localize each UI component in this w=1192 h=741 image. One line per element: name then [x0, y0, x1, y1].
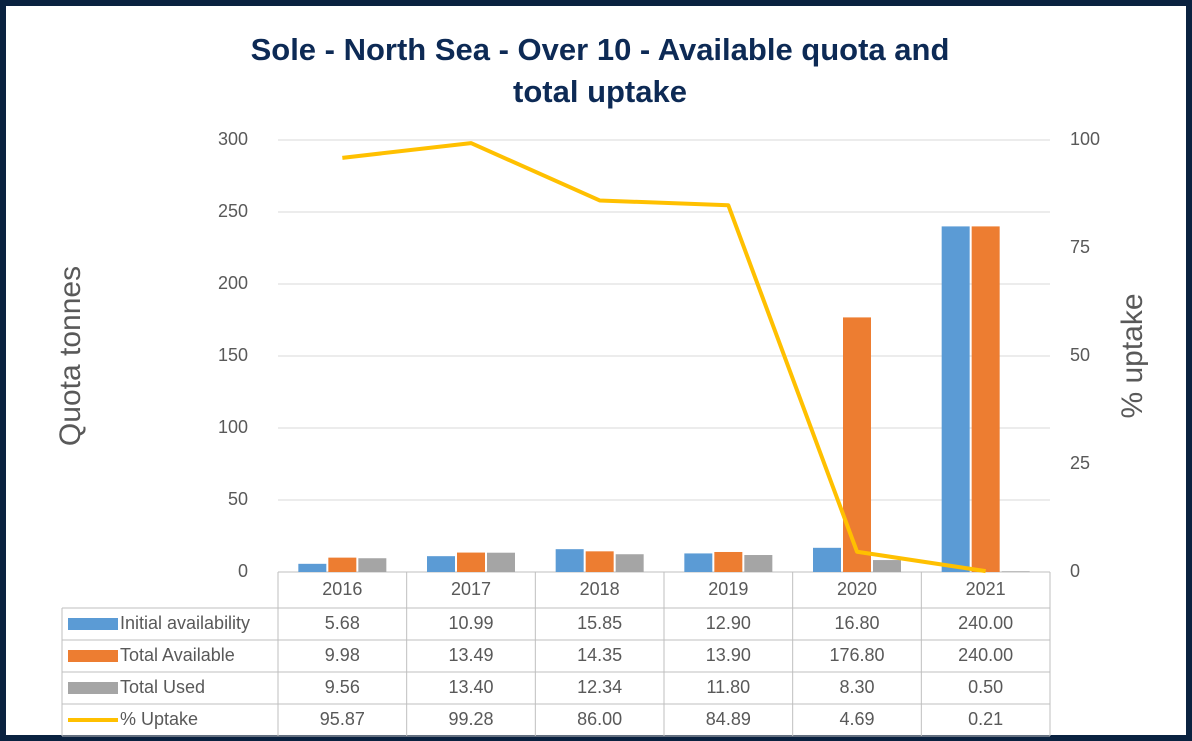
bar: [487, 552, 515, 572]
bar: [328, 557, 357, 572]
x-tick-label: 2018: [580, 579, 620, 599]
table-cell: 0.50: [968, 677, 1003, 697]
bar: [298, 563, 327, 572]
y-tick-label: 50: [228, 489, 248, 509]
table-cell: 10.99: [448, 613, 493, 633]
bar: [1001, 571, 1030, 572]
y-tick-label: 100: [218, 417, 248, 437]
table-cell: 4.69: [839, 709, 874, 729]
y-tick-label: 300: [218, 129, 248, 149]
table-cell: 13.90: [706, 645, 751, 665]
x-tick-label: 2017: [451, 579, 491, 599]
y-tick-label: 200: [218, 273, 248, 293]
y2-tick-label: 0: [1070, 561, 1080, 581]
legend-label: Initial availability: [120, 613, 250, 633]
table-cell: 5.68: [325, 613, 360, 633]
table-cell: 12.90: [706, 613, 751, 633]
table-cell: 15.85: [577, 613, 622, 633]
table-cell: 16.80: [834, 613, 879, 633]
y2-tick-label: 50: [1070, 345, 1090, 365]
y2-tick-label: 100: [1070, 129, 1100, 149]
bar: [358, 558, 387, 572]
table-cell: 13.49: [448, 645, 493, 665]
table-cell: 9.98: [325, 645, 360, 665]
bar: [971, 226, 1000, 572]
table-cell: 240.00: [958, 613, 1013, 633]
bar: [813, 547, 841, 572]
table-cell: 14.35: [577, 645, 622, 665]
table-cell: 176.80: [829, 645, 884, 665]
bar: [714, 551, 743, 572]
table-cell: 11.80: [706, 677, 750, 697]
bar: [457, 552, 485, 572]
y2-tick-label: 25: [1070, 453, 1090, 473]
line: [342, 141, 986, 574]
legend-label: % Uptake: [120, 709, 198, 729]
x-tick-label: 2020: [837, 579, 877, 599]
table-cell: 95.87: [320, 709, 365, 729]
bar: [941, 226, 970, 572]
table-cell: 99.28: [448, 709, 493, 729]
chart-title: Sole - North Sea - Over 10 - Available q…: [251, 32, 950, 67]
table-cell: 13.40: [448, 677, 493, 697]
bar: [843, 317, 871, 572]
table-cell: 0.21: [968, 709, 1003, 729]
y-tick-label: 150: [218, 345, 248, 365]
table-cell: 84.89: [706, 709, 751, 729]
legend-label: Total Used: [120, 677, 205, 697]
y-axis-title: Quota tonnes: [54, 266, 87, 446]
x-tick-label: 2019: [708, 579, 748, 599]
bar: [555, 549, 584, 572]
y-tick-label: 250: [218, 201, 248, 221]
x-tick-label: 2016: [322, 579, 362, 599]
table-cell: 9.56: [325, 677, 360, 697]
bar: [684, 553, 713, 572]
x-tick-label: 2021: [966, 579, 1006, 599]
table-cell: 12.34: [577, 677, 622, 697]
y2-tick-label: 75: [1070, 237, 1090, 257]
table-cell: 240.00: [958, 645, 1013, 665]
table-cell: 8.30: [839, 677, 874, 697]
bar: [744, 555, 773, 572]
legend-swatch: [68, 650, 118, 662]
legend-swatch: [68, 618, 118, 630]
legend-label: Total Available: [120, 645, 235, 665]
bar: [585, 551, 614, 572]
bar: [615, 554, 644, 572]
legend-swatch: [68, 682, 118, 694]
chart-title: total uptake: [513, 74, 687, 109]
table-cell: 86.00: [577, 709, 622, 729]
bar: [427, 556, 455, 572]
y2-axis-title: % uptake: [1116, 293, 1149, 418]
y-tick-label: 0: [238, 561, 248, 581]
bar: [873, 560, 901, 572]
